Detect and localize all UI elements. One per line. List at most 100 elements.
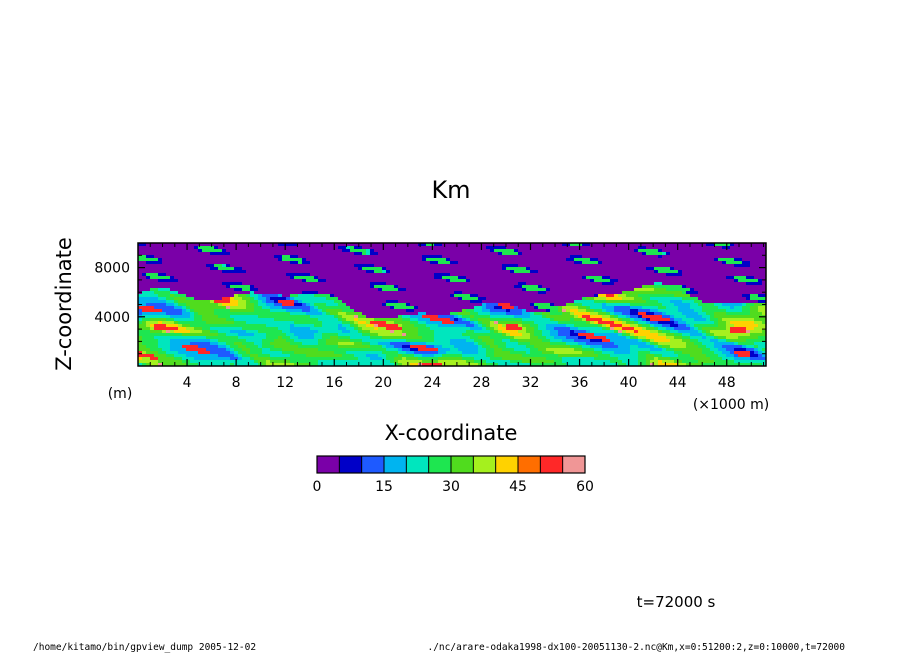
heatmap-cell — [494, 279, 499, 283]
heatmap-cell — [606, 270, 611, 274]
heatmap-cell — [198, 288, 203, 292]
heatmap-cell — [690, 264, 695, 268]
heatmap-cell — [414, 291, 419, 295]
heatmap-cell — [286, 273, 291, 277]
heatmap-cell — [322, 270, 327, 274]
heatmap-cell — [234, 261, 239, 265]
heatmap-cell — [758, 267, 763, 271]
heatmap-cell — [714, 288, 719, 292]
heatmap-cell — [646, 297, 651, 301]
heatmap-row — [138, 285, 766, 289]
heatmap-cell — [490, 321, 495, 325]
heatmap-cell — [338, 273, 343, 277]
heatmap-cell — [182, 285, 187, 289]
heatmap-cell — [578, 306, 583, 310]
heatmap-cell — [274, 321, 279, 325]
heatmap-cell — [438, 258, 443, 262]
heatmap-cell — [758, 255, 763, 259]
heatmap-cell — [738, 270, 743, 274]
heatmap-cell — [670, 318, 675, 322]
heatmap-cell — [210, 285, 215, 289]
heatmap-cell — [350, 321, 355, 325]
heatmap-cell — [370, 300, 375, 304]
heatmap-cell — [246, 288, 251, 292]
heatmap-cell — [714, 330, 719, 334]
heatmap-cell — [474, 249, 479, 253]
heatmap-cell — [514, 324, 519, 328]
heatmap-cell — [170, 258, 175, 262]
heatmap-cell — [518, 327, 523, 331]
heatmap-cell — [194, 267, 199, 271]
heatmap-cell — [690, 249, 695, 253]
heatmap-cell — [622, 255, 627, 259]
heatmap-cell — [378, 336, 383, 340]
heatmap-cell — [418, 336, 423, 340]
heatmap-cell — [622, 324, 627, 328]
heatmap-cell — [562, 312, 567, 316]
heatmap-cell — [174, 255, 179, 259]
heatmap-cell — [446, 306, 451, 310]
heatmap-cell — [682, 333, 687, 337]
heatmap-cell — [222, 318, 227, 322]
heatmap-cell — [686, 303, 691, 307]
heatmap-cell — [490, 336, 495, 340]
heatmap-cell — [602, 306, 607, 310]
heatmap-cell — [302, 333, 307, 337]
heatmap-cell — [162, 276, 167, 280]
heatmap-cell — [422, 273, 427, 277]
heatmap-cell — [582, 300, 587, 304]
heatmap-cell — [742, 291, 747, 295]
heatmap-cell — [390, 297, 395, 301]
heatmap-cell — [602, 270, 607, 274]
heatmap-cell — [726, 312, 731, 316]
heatmap-cell — [566, 261, 571, 265]
heatmap-cell — [150, 318, 155, 322]
heatmap-cell — [750, 321, 755, 325]
heatmap-cell — [238, 321, 243, 325]
heatmap-cell — [550, 324, 555, 328]
heatmap-cell — [626, 297, 631, 301]
heatmap-cell — [170, 273, 175, 277]
heatmap-cell — [666, 258, 671, 262]
heatmap-cell — [206, 288, 211, 292]
heatmap-cell — [710, 300, 715, 304]
heatmap-cell — [366, 297, 371, 301]
heatmap-cell — [302, 318, 307, 322]
heatmap-cell — [506, 333, 511, 337]
heatmap-cell — [286, 276, 291, 280]
heatmap-cell — [606, 261, 611, 265]
heatmap-cell — [734, 246, 739, 250]
heatmap-cell — [518, 315, 523, 319]
heatmap-cell — [446, 324, 451, 328]
heatmap-cell — [290, 291, 295, 295]
heatmap-cell — [394, 303, 399, 307]
heatmap-cell — [206, 300, 211, 304]
heatmap-cell — [702, 249, 707, 253]
heatmap-cell — [646, 315, 651, 319]
heatmap-cell — [342, 336, 347, 340]
heatmap-cell — [738, 246, 743, 250]
heatmap-cell — [182, 249, 187, 253]
heatmap-cell — [726, 321, 731, 325]
heatmap-cell — [414, 309, 419, 313]
heatmap-cell — [298, 285, 303, 289]
heatmap-cell — [650, 315, 655, 319]
heatmap-cell — [454, 249, 459, 253]
heatmap-cell — [398, 306, 403, 310]
heatmap-cell — [742, 285, 747, 289]
heatmap-cell — [154, 294, 159, 298]
heatmap-cell — [334, 246, 339, 250]
heatmap-cell — [230, 318, 235, 322]
heatmap-cell — [406, 330, 411, 334]
heatmap-cell — [238, 303, 243, 307]
heatmap-cell — [442, 288, 447, 292]
heatmap-cell — [342, 249, 347, 253]
heatmap-cell — [630, 321, 635, 325]
heatmap-cell — [590, 258, 595, 262]
heatmap-cell — [522, 261, 527, 265]
heatmap-cell — [730, 288, 735, 292]
heatmap-cell — [614, 285, 619, 289]
heatmap-cell — [454, 255, 459, 259]
heatmap-cell — [246, 315, 251, 319]
